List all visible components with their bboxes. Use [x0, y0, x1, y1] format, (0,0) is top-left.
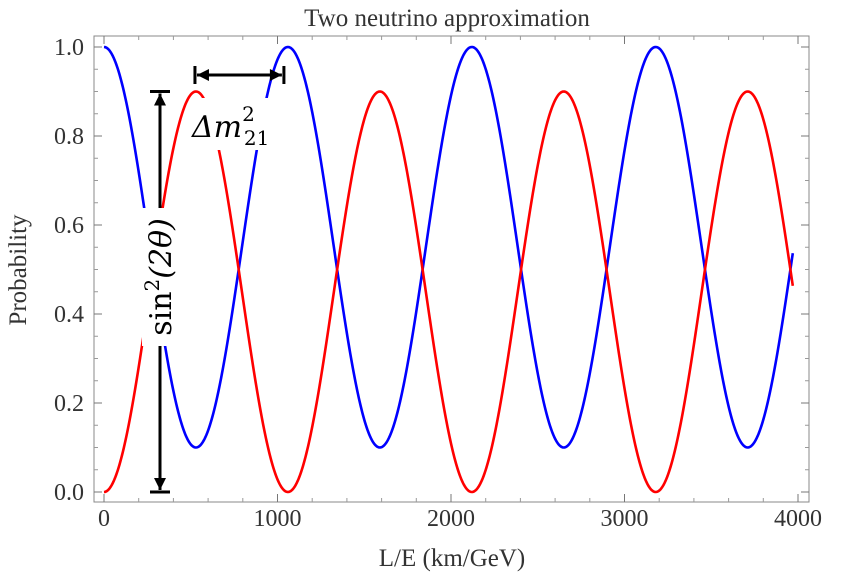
y-tick-label: 0.4 — [54, 302, 84, 328]
y-tick-label: 0.2 — [54, 391, 84, 417]
annotations: sin2(2θ)Δm2 21 — [140, 66, 286, 494]
period-label-base: Δm — [191, 110, 242, 145]
series-line-blue — [103, 45, 795, 449]
period-arrowhead-right — [269, 69, 282, 81]
x-tick-label: 2000 — [427, 506, 475, 532]
y-tick-label: 0.8 — [54, 124, 84, 150]
x-tick-label: 3000 — [601, 506, 649, 532]
period-label: Δm2 21 — [191, 102, 269, 150]
amplitude-label-bg — [142, 208, 178, 346]
amplitude-label: sin2(2θ) — [140, 218, 179, 336]
x-tick-label: 1000 — [254, 506, 302, 532]
x-axis-label: L/E (km/GeV) — [379, 545, 525, 572]
y-tick-label: 0.6 — [54, 213, 84, 239]
period-label-bg — [190, 98, 286, 150]
amplitude-label-arg: (2θ) — [144, 218, 179, 279]
amplitude-arrowhead-bottom — [154, 478, 166, 490]
axis-ticks: 0 1000 2000 3000 4000 0.0 0.2 0.4 0.6 0.8 1.0 — [54, 35, 822, 532]
chart-title: Two neutrino approximation — [304, 5, 590, 32]
x-tick-label: 0 — [98, 506, 110, 532]
y-axis-label: Probability — [5, 214, 32, 326]
y-tick-label: 1.0 — [54, 35, 84, 61]
period-label-sup: 2 — [242, 102, 255, 126]
period-arrowhead-left — [196, 69, 209, 81]
x-tick-label: 4000 — [774, 506, 822, 532]
amplitude-label-sup: 2 — [140, 279, 164, 292]
period-label-sub: 21 — [244, 126, 269, 150]
amplitude-arrowhead-top — [154, 93, 166, 106]
amplitude-label-base: sin — [144, 291, 179, 335]
y-tick-label: 0.0 — [54, 480, 84, 506]
